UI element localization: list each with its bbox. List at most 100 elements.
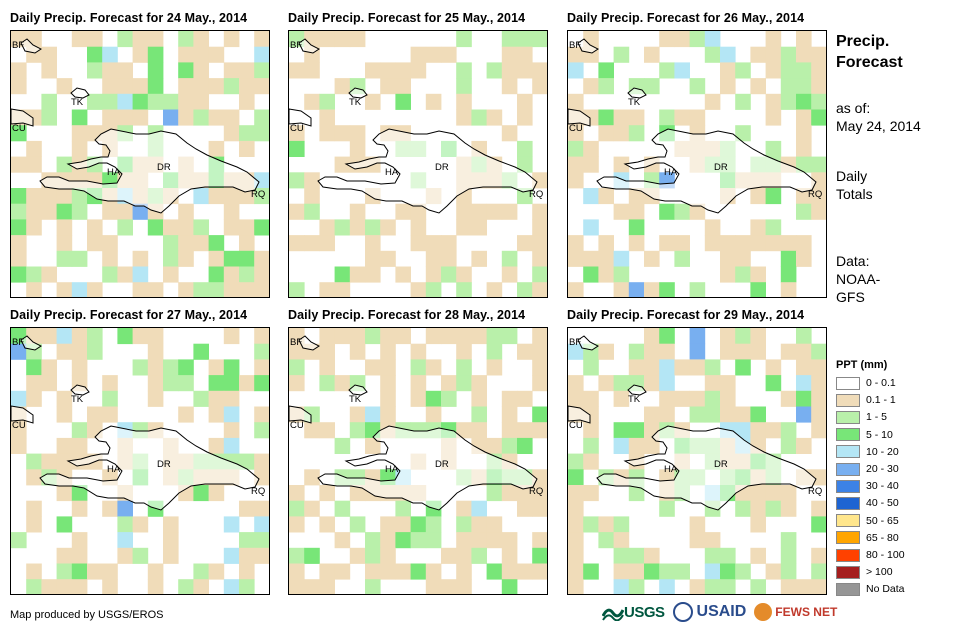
precip-cell — [613, 109, 630, 126]
precip-cell — [41, 359, 57, 376]
precip-cell — [349, 547, 366, 564]
precip-cell — [486, 563, 503, 580]
precip-cell — [486, 343, 503, 360]
precip-cell — [334, 266, 351, 283]
precip-cell — [395, 532, 411, 549]
precip-cell — [349, 516, 366, 533]
precip-cell — [365, 93, 381, 110]
precip-cell — [765, 62, 782, 79]
precip-cell — [87, 93, 103, 110]
precip-cell — [659, 343, 675, 360]
precip-cell — [395, 62, 411, 79]
legend-swatch — [836, 479, 860, 493]
precip-cell — [644, 343, 660, 360]
precip-cell — [674, 203, 690, 220]
precip-cell — [239, 62, 255, 79]
precip-cell — [568, 46, 584, 63]
bahamas-outline — [577, 38, 599, 54]
precip-cell — [102, 46, 118, 63]
precip-cell — [471, 109, 487, 126]
precip-cell — [456, 266, 472, 283]
precip-cell — [471, 547, 487, 564]
precip-cell — [334, 532, 351, 549]
precip-cell — [583, 140, 599, 157]
map-panel: BF CU HA DR RQ TK — [288, 327, 548, 595]
precip-cell — [486, 532, 503, 549]
precip-cell — [223, 250, 240, 267]
precip-cell — [71, 563, 88, 580]
precip-cell — [796, 235, 812, 252]
precip-cell — [395, 93, 411, 110]
precip-cell — [208, 140, 225, 157]
precip-cell — [689, 532, 706, 549]
precip-cell — [319, 563, 335, 580]
precip-cell — [208, 250, 225, 267]
precip-cell — [11, 219, 27, 236]
bahamas-outline — [298, 38, 320, 54]
map-label-rq: RQ — [808, 486, 823, 497]
precip-cell — [319, 125, 335, 142]
precip-cell — [117, 93, 133, 110]
data-source-2: GFS — [836, 289, 865, 305]
precip-cell — [41, 188, 57, 205]
precip-cell — [56, 282, 73, 297]
precip-cell — [319, 235, 335, 252]
precip-cell — [780, 343, 797, 360]
precip-cell — [628, 547, 645, 564]
legend-swatch — [836, 410, 860, 424]
precip-cell — [254, 422, 269, 439]
precip-cell — [193, 109, 209, 126]
precip-cell — [689, 31, 706, 48]
precip-cell — [532, 532, 547, 549]
precip-cell — [644, 563, 660, 580]
precip-cell — [349, 31, 366, 48]
precip-cell — [532, 219, 547, 236]
precip-cell — [102, 375, 118, 392]
legend-label: 10 - 20 — [866, 445, 899, 458]
precip-cell — [486, 109, 503, 126]
precip-cell — [163, 532, 179, 549]
precip-cell — [628, 109, 645, 126]
precip-cell — [26, 500, 42, 517]
legend-item: 0 - 0.1 — [836, 376, 896, 390]
precip-cell — [132, 250, 149, 267]
precip-cell — [568, 547, 584, 564]
precip-cell — [71, 547, 88, 564]
precip-cell — [26, 516, 42, 533]
precip-cell — [223, 422, 240, 439]
precip-cell — [456, 359, 472, 376]
legend-swatch — [836, 445, 860, 459]
precip-cell — [796, 579, 812, 594]
precip-cell — [501, 203, 518, 220]
precip-cell — [486, 328, 503, 345]
precip-cell — [193, 219, 209, 236]
precip-cell — [132, 46, 149, 63]
precip-cell — [628, 219, 645, 236]
precip-cell — [720, 579, 736, 594]
precip-cell — [674, 563, 690, 580]
precip-cell — [811, 563, 826, 580]
precip-cell — [796, 93, 812, 110]
precip-cell — [349, 140, 366, 157]
precip-cell — [319, 516, 335, 533]
asof-date: May 24, 2014 — [836, 118, 921, 134]
precip-cell — [517, 188, 533, 205]
precip-cell — [517, 563, 533, 580]
panel-title: Daily Precip. Forecast for 27 May., 2014 — [10, 308, 248, 322]
precip-cell — [147, 282, 164, 297]
precip-cell — [568, 140, 584, 157]
precip-cell — [704, 532, 721, 549]
precip-cell — [102, 78, 118, 95]
precip-cell — [304, 469, 320, 486]
precip-cell — [735, 62, 751, 79]
precip-cell — [517, 390, 533, 407]
precip-cell — [193, 579, 209, 594]
precip-cell — [613, 266, 630, 283]
precip-cell — [71, 437, 88, 454]
precip-cell — [674, 62, 690, 79]
precip-cell — [628, 563, 645, 580]
precip-cell — [501, 532, 518, 549]
precip-cell — [644, 375, 660, 392]
precip-cell — [456, 343, 472, 360]
precip-cell — [289, 282, 305, 297]
